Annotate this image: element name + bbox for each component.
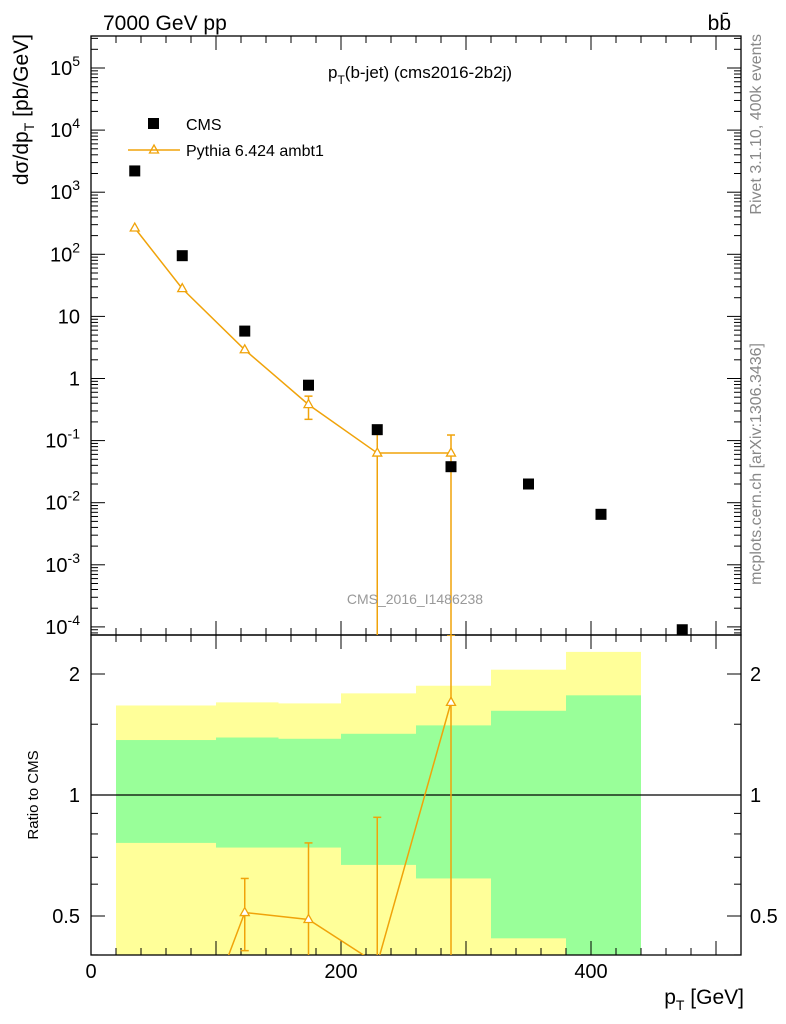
legend-pythia-label: Pythia 6.424 ambt1: [186, 143, 324, 160]
y-tick-label: 104: [50, 115, 80, 142]
beam-label: 7000 GeV pp: [103, 12, 227, 35]
ratio-inner-band: [216, 737, 279, 848]
cms-point: [595, 508, 607, 520]
ratio-inner-band: [278, 738, 341, 848]
y-tick-label: 10-2: [45, 488, 80, 515]
y-tick-label: 105: [50, 53, 80, 80]
pythia-line: [134, 227, 451, 454]
pythia-point: [445, 446, 457, 457]
ratio-pythia-point: [445, 696, 457, 707]
ratio-tick-label-left: 1: [69, 785, 80, 807]
ratio-pythia-point: [302, 913, 315, 924]
ratio-inner-band: [566, 695, 641, 955]
pythia-point: [129, 221, 141, 232]
ratio-inner-band: [341, 733, 416, 865]
pythia-point: [239, 343, 251, 354]
cms-point: [176, 250, 188, 262]
legend: CMS Pythia 6.424 ambt1: [128, 117, 324, 160]
y-tick-label: 10-1: [45, 426, 80, 453]
y-tick-label: 103: [50, 177, 80, 204]
legend-cms-marker: [148, 118, 159, 129]
y-tick-label: 1: [69, 369, 80, 391]
ratio-tick-label-right: 0.5: [750, 906, 778, 928]
cms-point: [129, 165, 141, 177]
cms-point: [445, 461, 457, 473]
cms-point: [676, 624, 688, 635]
ratio-inner-band: [491, 710, 566, 939]
pythia-point: [176, 282, 188, 293]
x-tick-label: 200: [324, 961, 357, 983]
x-tick-label: 0: [85, 961, 96, 983]
ratio-pythia-point: [239, 906, 251, 917]
y-tick-label: 10-4: [45, 612, 80, 639]
y-tick-label: 102: [50, 239, 80, 266]
process-label: bb̄: [708, 12, 731, 35]
x-axis-label: pT [GeV]: [664, 986, 744, 1013]
watermark: CMS_2016_I1486238: [347, 591, 483, 607]
pythia-point: [302, 398, 315, 409]
ratio-inner-band: [416, 725, 491, 879]
ratio-y-axis-label: Ratio to CMS: [25, 750, 42, 839]
plot-title: pT(b-jet) (cms2016-2b2j): [328, 63, 512, 87]
mcplots-label: mcplots.cern.ch [arXiv:1306.3436]: [748, 343, 765, 585]
legend-pythia-marker: [148, 143, 160, 154]
ratio-inner-band: [116, 740, 216, 843]
legend-cms-label: CMS: [186, 117, 222, 134]
cms-point: [239, 325, 251, 337]
ratio-tick-label-right: 2: [750, 664, 761, 686]
x-tick-label: 400: [574, 961, 607, 983]
cms-point: [371, 424, 383, 436]
y-tick-label: 10: [58, 306, 80, 328]
pythia-point: [371, 446, 383, 457]
cms-point: [303, 379, 314, 391]
y-tick-label: 10-3: [45, 550, 80, 577]
ratio-tick-label-left: 2: [69, 664, 80, 686]
ratio-tick-label-right: 1: [750, 785, 761, 807]
ratio-tick-label-left: 0.5: [52, 906, 80, 928]
main-y-axis-label: dσ/dpT [pb/GeV]: [10, 34, 37, 185]
rivet-label: Rivet 3.1.10, 400k events: [748, 34, 765, 215]
ratio-pythia-point: [373, 959, 382, 967]
cms-point: [523, 478, 534, 490]
